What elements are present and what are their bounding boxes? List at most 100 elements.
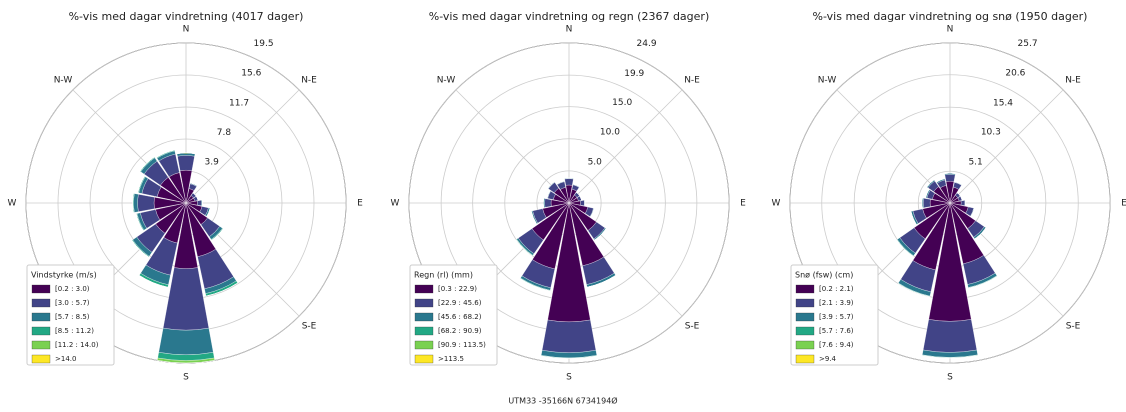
direction-label: S	[947, 373, 953, 383]
grid-ring	[789, 42, 1111, 364]
legend-swatch	[795, 284, 815, 294]
direction-label: N-W	[54, 75, 73, 85]
windrose-chart: %-vis med dagar vindretning og regn (236…	[391, 10, 747, 383]
wind-segment	[139, 156, 155, 172]
legend-swatch	[414, 326, 434, 336]
legend-label: [90.9 : 113.5)	[438, 341, 486, 349]
direction-label: N-E	[1065, 75, 1081, 85]
legend-label: >113.5	[438, 355, 464, 363]
direction-label: S	[183, 373, 189, 383]
direction-label: N	[566, 25, 573, 35]
wind-segment	[573, 184, 580, 187]
legend-label: [11.2 : 14.0)	[55, 341, 99, 349]
legend-title: Snø (fsw) (cm)	[795, 271, 853, 280]
legend-swatch	[414, 312, 434, 322]
legend-label: [45.6 : 68.2)	[438, 313, 482, 321]
wind-segment	[531, 211, 537, 224]
legend-label: [5.7 : 7.6)	[819, 327, 854, 335]
direction-label: W	[8, 199, 17, 209]
direction-label: S	[566, 373, 572, 383]
wind-segment	[960, 200, 966, 206]
legend-swatch	[414, 354, 434, 364]
r-tick-label: 19.5	[254, 39, 274, 49]
wind-segment	[590, 208, 595, 218]
wind-segment	[594, 228, 607, 241]
wind-segment	[579, 195, 582, 201]
grid-ring	[408, 42, 730, 364]
windrose-chart: %-vis med dagar vindretning og snø (1950…	[772, 10, 1126, 383]
legend-label: [68.2 : 90.9)	[438, 327, 482, 335]
legend-label: [3.9 : 5.7)	[819, 313, 854, 321]
direction-label: N-E	[301, 75, 317, 85]
wind-segment	[544, 198, 552, 208]
legend-swatch	[31, 340, 51, 350]
wind-segment	[158, 327, 214, 355]
wind-segment	[576, 192, 580, 196]
legend-swatch	[795, 312, 815, 322]
wind-segment	[923, 198, 931, 208]
legend-swatch	[795, 326, 815, 336]
wind-segment	[587, 275, 616, 288]
legend-swatch	[414, 340, 434, 350]
wind-segment	[133, 193, 139, 213]
direction-label: E	[357, 199, 363, 209]
wind-segment	[580, 200, 585, 206]
direction-label: S-E	[685, 322, 700, 332]
legend-swatch	[795, 298, 815, 308]
wind-segment	[516, 239, 533, 256]
wind-segment	[925, 189, 930, 198]
direction-label: S-E	[1066, 322, 1081, 332]
legend-swatch	[31, 298, 51, 308]
direction-label: N-W	[818, 75, 837, 85]
r-tick-label: 15.4	[993, 98, 1013, 108]
direction-label: N	[183, 25, 190, 35]
legend-label: [7.6 : 9.4)	[819, 341, 854, 349]
legend-swatch	[414, 284, 434, 294]
wind-segment	[192, 192, 197, 197]
wind-segment	[520, 278, 551, 292]
wind-segment	[139, 275, 168, 288]
spoke	[185, 89, 300, 204]
direction-label: N	[947, 25, 954, 35]
legend-label: [3.0 : 5.7)	[55, 299, 90, 307]
wind-segment	[206, 282, 238, 297]
legend-label: [8.5 : 11.2)	[55, 327, 94, 335]
legend-swatch	[414, 298, 434, 308]
chart-title: %-vis med dagar vindretning (4017 dager)	[69, 10, 304, 23]
legend-title: Regn (rl) (mm)	[414, 271, 473, 280]
wind-segment	[177, 155, 195, 171]
r-tick-label: 3.9	[205, 157, 220, 167]
wind-segment	[922, 319, 978, 353]
direction-label: E	[1121, 199, 1126, 209]
legend-label: [0.2 : 2.1)	[819, 285, 854, 293]
r-tick-label: 5.1	[968, 158, 982, 168]
direction-label: S-E	[302, 322, 317, 332]
r-tick-label: 24.9	[637, 39, 657, 49]
wind-segment	[970, 208, 975, 217]
legend-label: [0.2 : 3.0)	[55, 285, 90, 293]
chart-title: %-vis med dagar vindretning og snø (1950…	[813, 10, 1088, 23]
legend-label: [5.7 : 8.5)	[55, 313, 90, 321]
r-tick-label: 10.3	[981, 128, 1001, 138]
direction-label: N-W	[437, 75, 456, 85]
wind-segment	[960, 196, 963, 201]
r-tick-label: 10.0	[600, 128, 620, 138]
r-tick-label: 11.7	[229, 98, 249, 108]
spoke	[568, 89, 683, 204]
legend-swatch	[31, 284, 51, 294]
legend-swatch	[795, 340, 815, 350]
direction-label: N-E	[684, 75, 700, 85]
spoke	[455, 89, 570, 204]
legend-label: [2.1 : 3.9)	[819, 299, 854, 307]
legend-title: Vindstyrke (m/s)	[31, 271, 97, 280]
wind-segment	[974, 227, 986, 239]
wind-segment	[556, 180, 565, 185]
footer: UTM33 -35166N 6734194Ø	[508, 396, 617, 406]
legend-swatch	[31, 312, 51, 322]
r-tick-label: 15.0	[612, 98, 632, 108]
r-tick-label: 25.7	[1018, 39, 1038, 49]
r-tick-label: 5.0	[588, 157, 603, 167]
wind-segment	[137, 194, 155, 212]
windrose-chart: %-vis med dagar vindretning (4017 dager)…	[8, 10, 364, 383]
